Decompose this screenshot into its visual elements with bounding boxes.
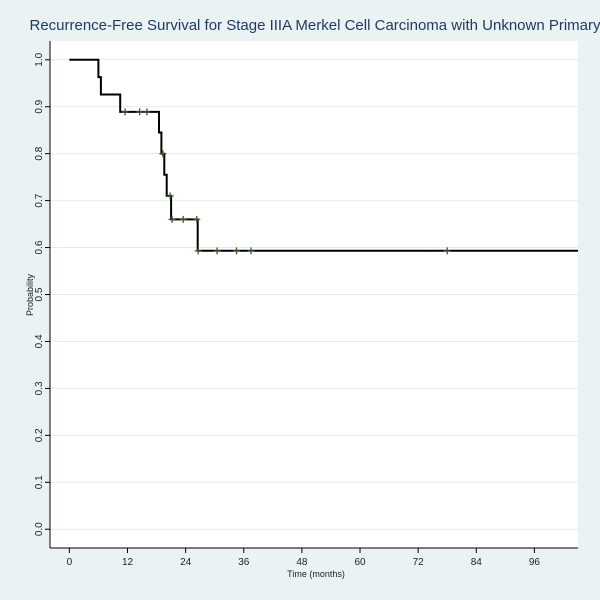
y-tick-label: 0.1 xyxy=(34,475,45,489)
censor-mark xyxy=(168,215,176,223)
censor-mark xyxy=(232,247,240,255)
y-tick-label: 0.4 xyxy=(34,334,45,348)
y-tick-label: 0.7 xyxy=(34,193,45,207)
x-tick-label: 60 xyxy=(354,557,366,568)
y-tick-label: 0.8 xyxy=(34,146,45,160)
y-tick-label: 1.0 xyxy=(34,52,45,66)
y-tick-label: 0.6 xyxy=(34,240,45,254)
chart-title: Recurrence-Free Survival for Stage IIIA … xyxy=(29,17,600,34)
censor-mark xyxy=(194,247,202,255)
y-tick-label: 0.3 xyxy=(34,381,45,395)
y-tick-label: 0.5 xyxy=(34,287,45,301)
x-tick-label: 48 xyxy=(296,557,308,568)
censor-marks xyxy=(121,108,451,255)
y-tick-label: 0.0 xyxy=(34,522,45,536)
y-tick-label: 0.9 xyxy=(34,99,45,113)
censor-mark xyxy=(213,247,221,255)
survival-curves xyxy=(69,58,578,252)
tick-marks xyxy=(45,59,535,553)
censor-mark xyxy=(247,247,255,255)
censor-mark xyxy=(159,150,167,158)
x-tick-label: 36 xyxy=(238,557,250,568)
censor-mark xyxy=(143,108,151,116)
censor-mark xyxy=(193,215,201,223)
y-axis-title: Probability xyxy=(25,273,35,316)
x-tick-label: 96 xyxy=(529,557,541,568)
x-tick-label: 84 xyxy=(471,557,483,568)
survival-curve xyxy=(69,58,578,252)
x-tick-label: 72 xyxy=(413,557,425,568)
censor-mark xyxy=(136,108,144,116)
grid-lines xyxy=(50,59,578,530)
x-tick-label: 24 xyxy=(180,557,192,568)
censor-mark xyxy=(179,215,187,223)
x-axis-title: Time (months) xyxy=(287,569,345,579)
censor-mark xyxy=(121,108,129,116)
censor-mark xyxy=(166,192,174,200)
censor-mark xyxy=(443,247,451,255)
x-tick-label: 0 xyxy=(67,557,73,568)
tick-labels: 0.0 0.1 0.2 0.3 0.4 0.5 0.6 0.7 0.8 0.9 1.0 0 12 24 36… xyxy=(34,52,540,568)
x-tick-label: 12 xyxy=(122,557,134,568)
y-tick-label: 0.2 xyxy=(34,428,45,442)
